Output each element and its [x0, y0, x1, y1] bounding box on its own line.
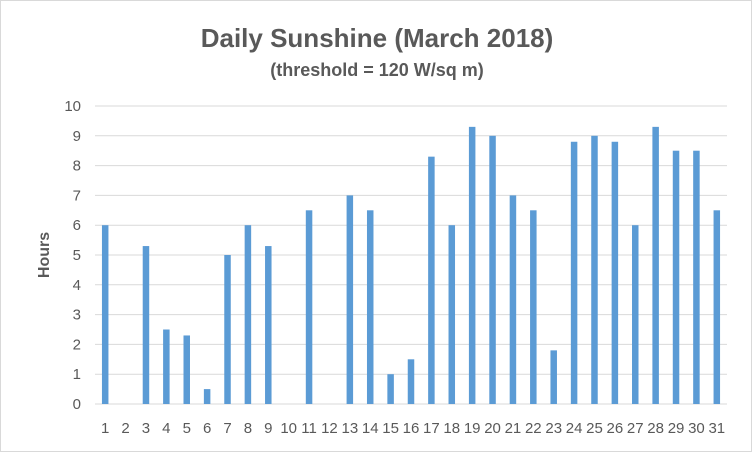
- x-tick-label: 25: [586, 420, 603, 437]
- bar-day-29: [672, 150, 680, 404]
- y-tick-label: 1: [73, 366, 81, 383]
- x-tick-label: 16: [403, 420, 420, 437]
- bar-day-23: [550, 350, 557, 404]
- chart-title: Daily Sunshine (March 2018): [200, 23, 554, 53]
- bar-day-27: [632, 225, 639, 404]
- x-tick-label: 28: [647, 420, 664, 437]
- x-tick-label: 6: [203, 420, 211, 437]
- bar-day-7: [224, 255, 231, 404]
- bar-day-8: [244, 225, 252, 404]
- x-tick-label: 23: [545, 420, 562, 437]
- bar-day-5: [183, 335, 190, 404]
- x-tick-label: 12: [321, 420, 338, 437]
- bar-day-22: [530, 210, 537, 404]
- bar-day-3: [142, 246, 150, 404]
- x-tick-label: 5: [183, 420, 191, 437]
- bar-day-18: [448, 225, 456, 404]
- bar-day-25: [591, 135, 598, 405]
- bar-day-19: [468, 126, 476, 405]
- x-tick-label: 20: [484, 420, 501, 437]
- y-tick-label: 9: [73, 128, 81, 145]
- y-axis-ticks: 0 1 2 3 4 5 6 7 8 9 10: [64, 98, 81, 413]
- x-tick-label: 19: [464, 420, 481, 437]
- bar-day-17: [428, 156, 435, 404]
- bar-day-4: [163, 329, 170, 404]
- x-tick-label: 31: [708, 420, 725, 437]
- y-axis-label: Hours: [36, 232, 53, 278]
- bar-day-9: [265, 246, 272, 404]
- x-tick-label: 21: [505, 420, 522, 437]
- x-tick-label: 22: [525, 420, 542, 437]
- y-tick-label: 0: [73, 396, 81, 413]
- x-tick-label: 30: [688, 420, 705, 437]
- bar-day-31: [713, 210, 721, 404]
- x-tick-label: 15: [382, 420, 399, 437]
- x-tick-label: 11: [301, 420, 317, 437]
- bar-day-1: [101, 225, 109, 404]
- x-tick-label: 1: [101, 420, 109, 437]
- y-tick-label: 2: [73, 336, 81, 353]
- y-tick-label: 4: [73, 277, 81, 294]
- x-tick-label: 17: [423, 420, 440, 437]
- bar-day-15: [387, 374, 394, 404]
- y-tick-label: 10: [64, 98, 81, 115]
- x-tick-label: 7: [223, 420, 231, 437]
- x-tick-label: 24: [566, 420, 583, 437]
- y-tick-label: 5: [73, 247, 81, 264]
- x-tick-label: 13: [341, 420, 358, 437]
- x-tick-label: 8: [244, 420, 252, 437]
- y-tick-label: 3: [73, 307, 81, 324]
- x-tick-label: 29: [668, 420, 685, 437]
- bar-day-14: [366, 210, 374, 404]
- y-tick-label: 6: [73, 217, 81, 234]
- chart-subtitle: (threshold = 120 W/sq m): [270, 60, 484, 80]
- x-tick-label: 9: [264, 420, 272, 437]
- x-tick-label: 10: [280, 420, 297, 437]
- bar-day-28: [652, 126, 659, 405]
- x-tick-label: 3: [142, 420, 150, 437]
- x-tick-label: 26: [607, 420, 624, 437]
- x-tick-label: 2: [121, 420, 129, 437]
- y-tick-label: 8: [73, 158, 81, 175]
- x-axis-ticks: 1 2 3 4 5 6 7 8 9 10 11 12 13 14 15 16 17 18 19 20 21 22 23 24 2…: [101, 420, 725, 437]
- bar-day-16: [407, 359, 415, 404]
- bar-day-30: [693, 150, 700, 404]
- x-tick-label: 14: [362, 420, 379, 437]
- x-tick-label: 18: [443, 420, 460, 437]
- bar-day-11: [305, 210, 313, 404]
- x-tick-label: 4: [162, 420, 170, 437]
- bars: [101, 126, 721, 405]
- y-tick-label: 7: [73, 187, 81, 204]
- bar-day-21: [509, 195, 517, 404]
- bar-day-26: [611, 141, 619, 404]
- bar-day-24: [570, 141, 578, 404]
- bar-day-6: [203, 389, 211, 404]
- bar-day-20: [489, 135, 496, 405]
- x-tick-label: 27: [627, 420, 644, 437]
- bar-day-13: [346, 195, 354, 404]
